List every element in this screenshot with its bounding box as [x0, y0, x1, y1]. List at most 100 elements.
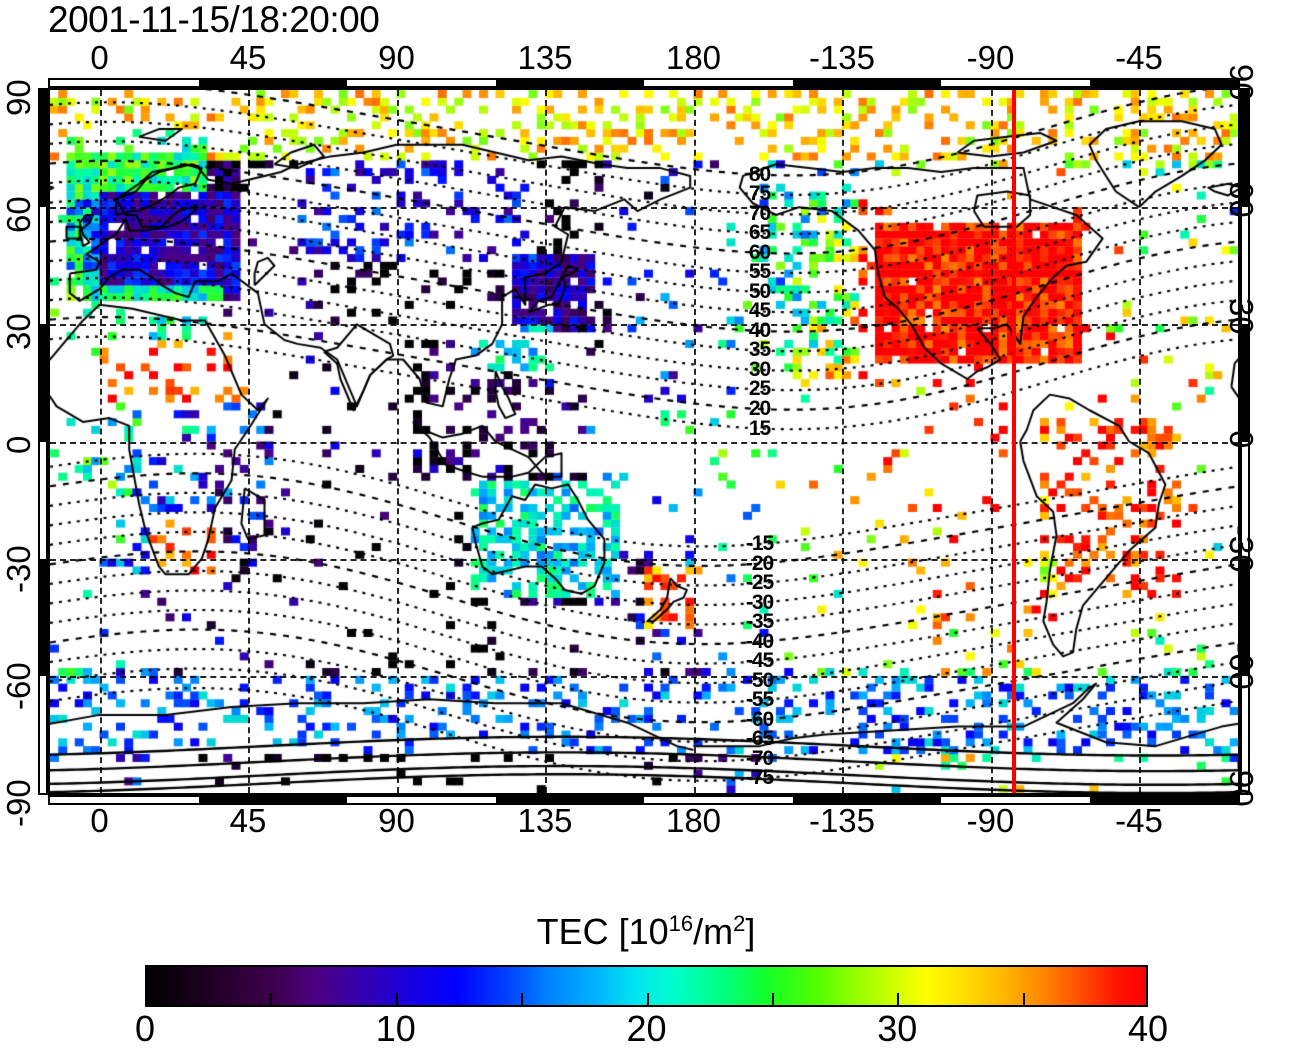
colorbar-tick-label: 40 [1127, 1008, 1169, 1049]
magnetic-latitude-label: 60 [748, 240, 771, 264]
y-axis-tick-label: -90 [1223, 759, 1260, 807]
x-axis-tick-label: 45 [229, 39, 267, 76]
tickbar-segment [50, 80, 199, 86]
colorbar-tick-label: 0 [134, 1008, 156, 1049]
colorbar-minor-tick [1022, 993, 1025, 1005]
magnetic-latitude-label: -70 [745, 746, 774, 770]
colorbar-title-mid: /m [693, 911, 734, 952]
x-axis-tick-label: -45 [1115, 802, 1163, 839]
magnetic-latitude-label: 65 [748, 221, 771, 245]
tickbar-segment [40, 207, 46, 325]
y-axis-tick-label: -60 [1223, 641, 1260, 690]
magnetic-latitude-label: -40 [745, 629, 774, 653]
x-axis-tick-label: 0 [90, 802, 109, 839]
y-axis-tick-label: 90 [1223, 64, 1260, 101]
x-axis-tick-label: -90 [966, 39, 1015, 76]
y-axis-tick-label: 0 [1223, 429, 1260, 448]
magnetic-latitude-label: 80 [748, 162, 771, 186]
magnetic-latitude-label: 75 [748, 182, 771, 206]
tickbar-segment [50, 797, 199, 803]
tickbar-segment [1242, 675, 1248, 793]
magnetic-latitude-label: 55 [748, 260, 771, 284]
magnetic-latitude-label: 70 [748, 201, 771, 225]
tickbar-segment [347, 80, 496, 86]
x-axis-tick-label: 180 [665, 802, 722, 839]
magnetic-latitude-label: -15 [745, 532, 774, 556]
tickbar-segment [40, 675, 46, 793]
tickbar-segment [941, 80, 1090, 86]
y-axis-tick-label: -90 [0, 779, 37, 827]
magnetic-latitude-label: -55 [745, 688, 774, 712]
x-axis-tick-label: 135 [517, 802, 573, 839]
x-axis-tick-label: 135 [517, 39, 573, 76]
y-axis-tick-label: 30 [0, 313, 37, 351]
magnetic-latitude-label: 25 [748, 377, 771, 401]
magnetic-latitude-label: -65 [745, 727, 774, 751]
x-axis-tick-label: 45 [229, 802, 267, 839]
gridline-horizontal [50, 675, 1238, 678]
y-axis-tick-label: 30 [1223, 298, 1260, 336]
colorbar-minor-tick [897, 993, 900, 1005]
tickbar-segment [644, 80, 793, 86]
y-axis-tick-label: -30 [1223, 524, 1260, 573]
gridline-horizontal [50, 207, 1238, 210]
y-axis-tick-label: 60 [1223, 181, 1260, 218]
magnetic-latitude-label: 20 [748, 397, 771, 420]
colorbar-title: TEC [1016/m2] [0, 903, 1292, 953]
tickbar-segment [347, 797, 496, 803]
colorbar-tick-label: 30 [877, 1008, 918, 1049]
x-axis-tick-label: 90 [378, 802, 415, 839]
page-title: 2001-11-15/18:20:00 [48, 0, 380, 40]
magnetic-latitude-label: 50 [748, 279, 771, 303]
magnetic-latitude-label: 35 [748, 338, 771, 362]
axis-tickbar-right [1240, 88, 1250, 795]
colorbar-title-text: TEC [10 [536, 911, 669, 952]
x-axis-tick-label: 180 [665, 39, 722, 76]
colorbar-exponent: 16 [668, 911, 694, 936]
gridline-horizontal [50, 558, 1238, 561]
tec-map-plot[interactable]: 80 75 70 65 60 55 50 45 40 35 30 25 20 15 -15 -20 -25 -30… [48, 88, 1240, 795]
x-axis-tick-label: -135 [808, 802, 876, 839]
colorbar-exponent-2: 2 [733, 911, 746, 936]
gridline-horizontal [50, 324, 1238, 327]
x-axis-tick-label: -90 [966, 802, 1015, 839]
magnetic-latitude-label: -30 [745, 590, 774, 614]
axis-tickbar-bottom [48, 795, 1240, 805]
magnetic-latitude-label: -25 [745, 571, 774, 595]
gridline-horizontal [50, 441, 1238, 444]
map-canvas-clip: 80 75 70 65 60 55 50 45 40 35 30 25 20 15 -15 -20 -25 -30… [50, 90, 1238, 793]
magnetic-latitude-label: -50 [745, 668, 774, 692]
x-axis-tick-label: 0 [90, 39, 109, 76]
magnetic-latitude-label: -45 [745, 649, 774, 673]
y-axis-tick-label: 90 [0, 79, 37, 116]
y-axis-tick-label: 0 [0, 435, 37, 454]
magnetic-latitude-label: -60 [745, 707, 774, 731]
axis-tickbar-top [48, 78, 1240, 88]
axis-tickbar-left [38, 88, 48, 795]
colorbar-minor-tick [270, 993, 273, 1005]
magnetic-latitude-label: -75 [745, 766, 774, 790]
magnetic-latitude-label: 15 [748, 416, 771, 440]
colorbar-minor-tick [646, 993, 649, 1005]
magnetic-latitude-label: 40 [748, 318, 771, 342]
tickbar-segment [941, 797, 1090, 803]
y-axis-tick-label: 60 [0, 196, 37, 234]
colorbar-tick-label: 10 [375, 1008, 416, 1049]
tickbar-segment [40, 441, 46, 559]
magnetic-latitude-label: -35 [745, 610, 774, 634]
colorbar-minor-tick [771, 993, 774, 1005]
magnetic-latitude-label: -20 [745, 551, 774, 575]
colorbar-minor-tick [395, 993, 398, 1005]
x-axis-tick-label: -135 [808, 39, 876, 76]
solar-meridian-line [1011, 90, 1016, 793]
colorbar-tick-label: 20 [626, 1008, 667, 1049]
x-axis-tick-label: -45 [1115, 39, 1163, 76]
colorbar-title-end: ] [745, 911, 756, 952]
colorbar-minor-tick [521, 993, 524, 1005]
magnetic-latitude-label: 45 [748, 299, 771, 323]
tickbar-segment [1242, 207, 1248, 325]
tickbar-segment [1242, 441, 1248, 559]
y-axis-tick-label: -60 [0, 662, 37, 710]
tickbar-segment [644, 797, 793, 803]
magnetic-latitude-label: 30 [748, 357, 771, 381]
